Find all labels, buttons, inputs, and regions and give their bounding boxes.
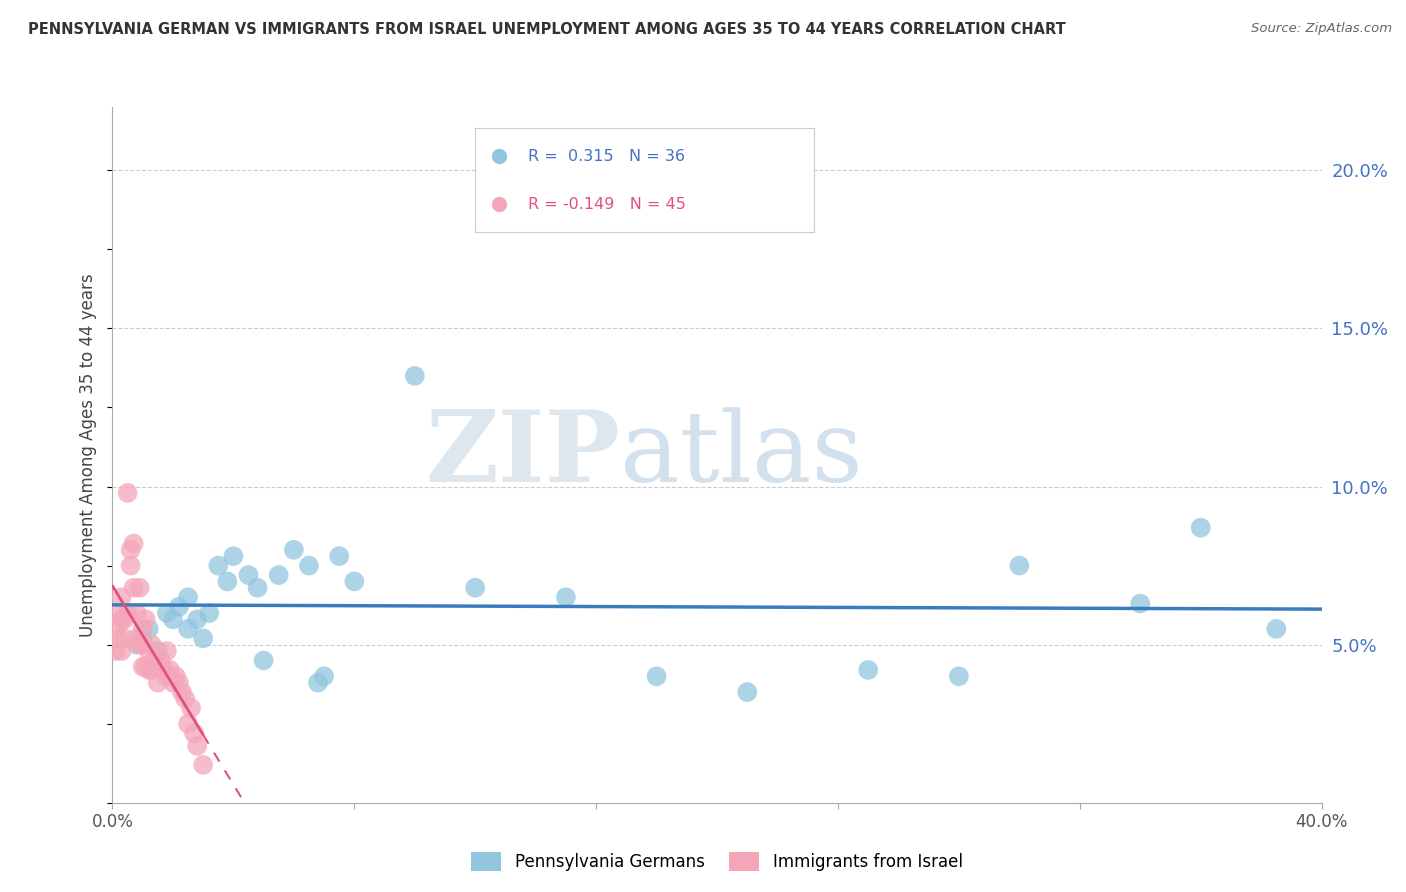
Point [174,691,197,706]
Text: R =  0.315   N = 36: R = 0.315 N = 36 [527,149,685,163]
Point [132,660,155,674]
Point [177,716,200,731]
Point [122,581,145,595]
Point [222,549,245,563]
Point [298,558,321,573]
Point [132,622,155,636]
Point [120,558,142,573]
Point [737,685,759,699]
Point [191,757,214,772]
Point [128,638,150,652]
Point [186,612,208,626]
Point [149,653,172,667]
Point [1265,622,1288,636]
Point [132,632,155,646]
Point [1008,558,1031,573]
Point [141,663,163,677]
Point [117,606,139,620]
Point [110,644,132,658]
Point [165,669,187,683]
Point [191,632,214,646]
Point [104,622,127,636]
Point [217,574,239,589]
Point [114,612,136,626]
Point [128,581,150,595]
Point [146,644,169,658]
Text: PENNSYLVANIA GERMAN VS IMMIGRANTS FROM ISRAEL UNEMPLOYMENT AMONG AGES 35 TO 44 Y: PENNSYLVANIA GERMAN VS IMMIGRANTS FROM I… [28,22,1066,37]
Point [180,701,202,715]
Point [104,644,127,658]
Point [343,574,366,589]
Point [141,638,163,652]
Point [117,486,139,500]
Text: ZIP: ZIP [426,407,620,503]
Point [167,675,190,690]
Point [156,606,179,620]
Point [404,368,426,383]
Point [122,536,145,550]
Point [159,663,181,677]
Point [156,669,179,683]
Point [146,675,169,690]
Point [156,644,179,658]
Point [177,591,200,605]
Point [138,663,160,677]
Point [1129,597,1152,611]
Point [143,653,166,667]
Text: R = -0.149   N = 45: R = -0.149 N = 45 [527,196,686,211]
Point [253,653,276,667]
Point [554,591,576,605]
Point [307,675,329,690]
Point [125,638,148,652]
Y-axis label: Unemployment Among Ages 35 to 44 years: Unemployment Among Ages 35 to 44 years [79,273,97,637]
Point [167,599,190,614]
Point [198,606,221,620]
Point [135,612,157,626]
Point [283,542,305,557]
Point [138,644,160,658]
Point [138,622,160,636]
Point [110,612,132,626]
Point [186,739,208,753]
Point [314,669,336,683]
Point [183,726,205,740]
Point [856,663,880,677]
Point [238,568,260,582]
Point [246,581,269,595]
Point [107,606,129,620]
Point [135,660,157,674]
Point [114,632,136,646]
Text: atlas: atlas [620,407,863,503]
Point [1189,521,1212,535]
Point [120,542,142,557]
Point [207,558,229,573]
Point [488,197,510,211]
Point [125,632,148,646]
Point [464,581,486,595]
Point [177,622,200,636]
Point [132,638,155,652]
Point [125,606,148,620]
Legend: Pennsylvania Germans, Immigrants from Israel: Pennsylvania Germans, Immigrants from Is… [464,846,970,878]
Point [170,685,193,699]
Point [645,669,668,683]
Point [162,675,184,690]
Point [110,591,132,605]
Text: Source: ZipAtlas.com: Source: ZipAtlas.com [1251,22,1392,36]
Point [162,612,184,626]
Point [488,149,510,163]
Point [107,632,129,646]
Point [267,568,290,582]
Point [948,669,970,683]
Point [328,549,350,563]
Point [153,663,176,677]
